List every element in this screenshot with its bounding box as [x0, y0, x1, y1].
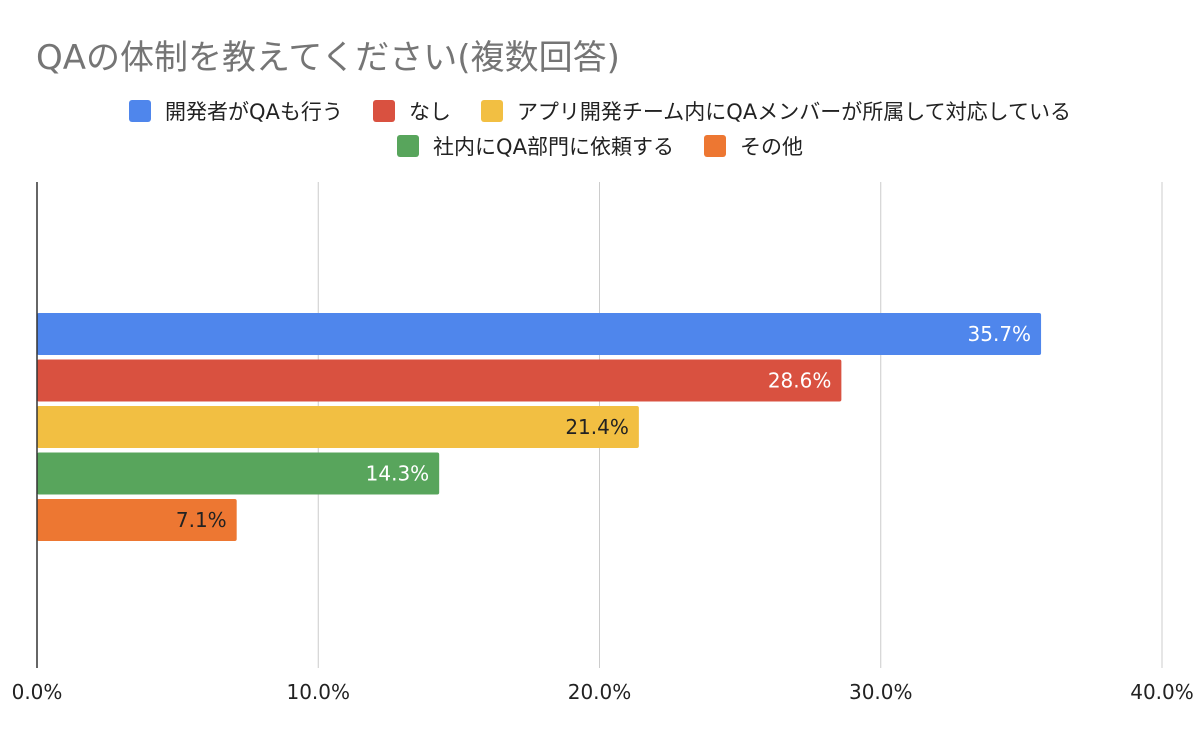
bar-4[interactable]: [37, 452, 440, 495]
bar-3[interactable]: [37, 406, 639, 448]
legend-item-app-team-qa[interactable]: アプリ開発チーム内にQAメンバーが所属して対応している: [480, 96, 1071, 126]
legend-label-developer-qa: 開発者がQAも行う: [165, 100, 343, 124]
x-tick-label-2: 20.0%: [568, 680, 632, 704]
bar-1[interactable]: [37, 313, 1042, 355]
legend-swatch-app-team-qa: [480, 100, 503, 122]
bar-value-label-5: 7.1%: [176, 508, 227, 532]
legend-row-1: 開発者がQAも行う なし アプリ開発チーム内にQAメンバーが所属して対応している: [0, 96, 1200, 126]
bar-value-label-4: 14.3%: [366, 462, 430, 486]
legend-label-other: その他: [739, 135, 803, 159]
legend-label-app-team-qa: アプリ開発チーム内にQAメンバーが所属して対応している: [516, 100, 1071, 124]
legend-item-qa-department[interactable]: 社内にQA部門に依頼する: [397, 131, 674, 161]
x-tick-label-3: 30.0%: [849, 680, 913, 704]
legend-item-none[interactable]: なし: [372, 96, 451, 126]
legend-swatch-other: [703, 135, 726, 157]
x-tick-label-1: 10.0%: [286, 680, 350, 704]
bar-value-label-1: 35.7%: [968, 322, 1032, 346]
x-tick-label-0: 0.0%: [12, 680, 63, 704]
legend-item-other[interactable]: その他: [703, 131, 803, 161]
bar-2[interactable]: [37, 359, 842, 402]
legend-label-qa-department: 社内にQA部門に依頼する: [433, 135, 674, 159]
legend-label-none: なし: [408, 100, 451, 124]
legend-swatch-developer-qa: [129, 100, 152, 122]
bar-value-label-3: 21.4%: [565, 415, 629, 439]
x-tick-label-4: 40.0%: [1130, 680, 1194, 704]
bar-value-label-2: 28.6%: [768, 369, 832, 393]
legend-swatch-qa-department: [397, 135, 420, 157]
legend-swatch-none: [372, 100, 395, 122]
chart-title: QAの体制を教えてください(複数回答): [36, 38, 620, 78]
legend-row-2: 社内にQA部門に依頼する その他: [0, 131, 1200, 161]
bar-5[interactable]: [37, 499, 237, 541]
legend-item-developer-qa[interactable]: 開発者がQAも行う: [129, 96, 343, 126]
